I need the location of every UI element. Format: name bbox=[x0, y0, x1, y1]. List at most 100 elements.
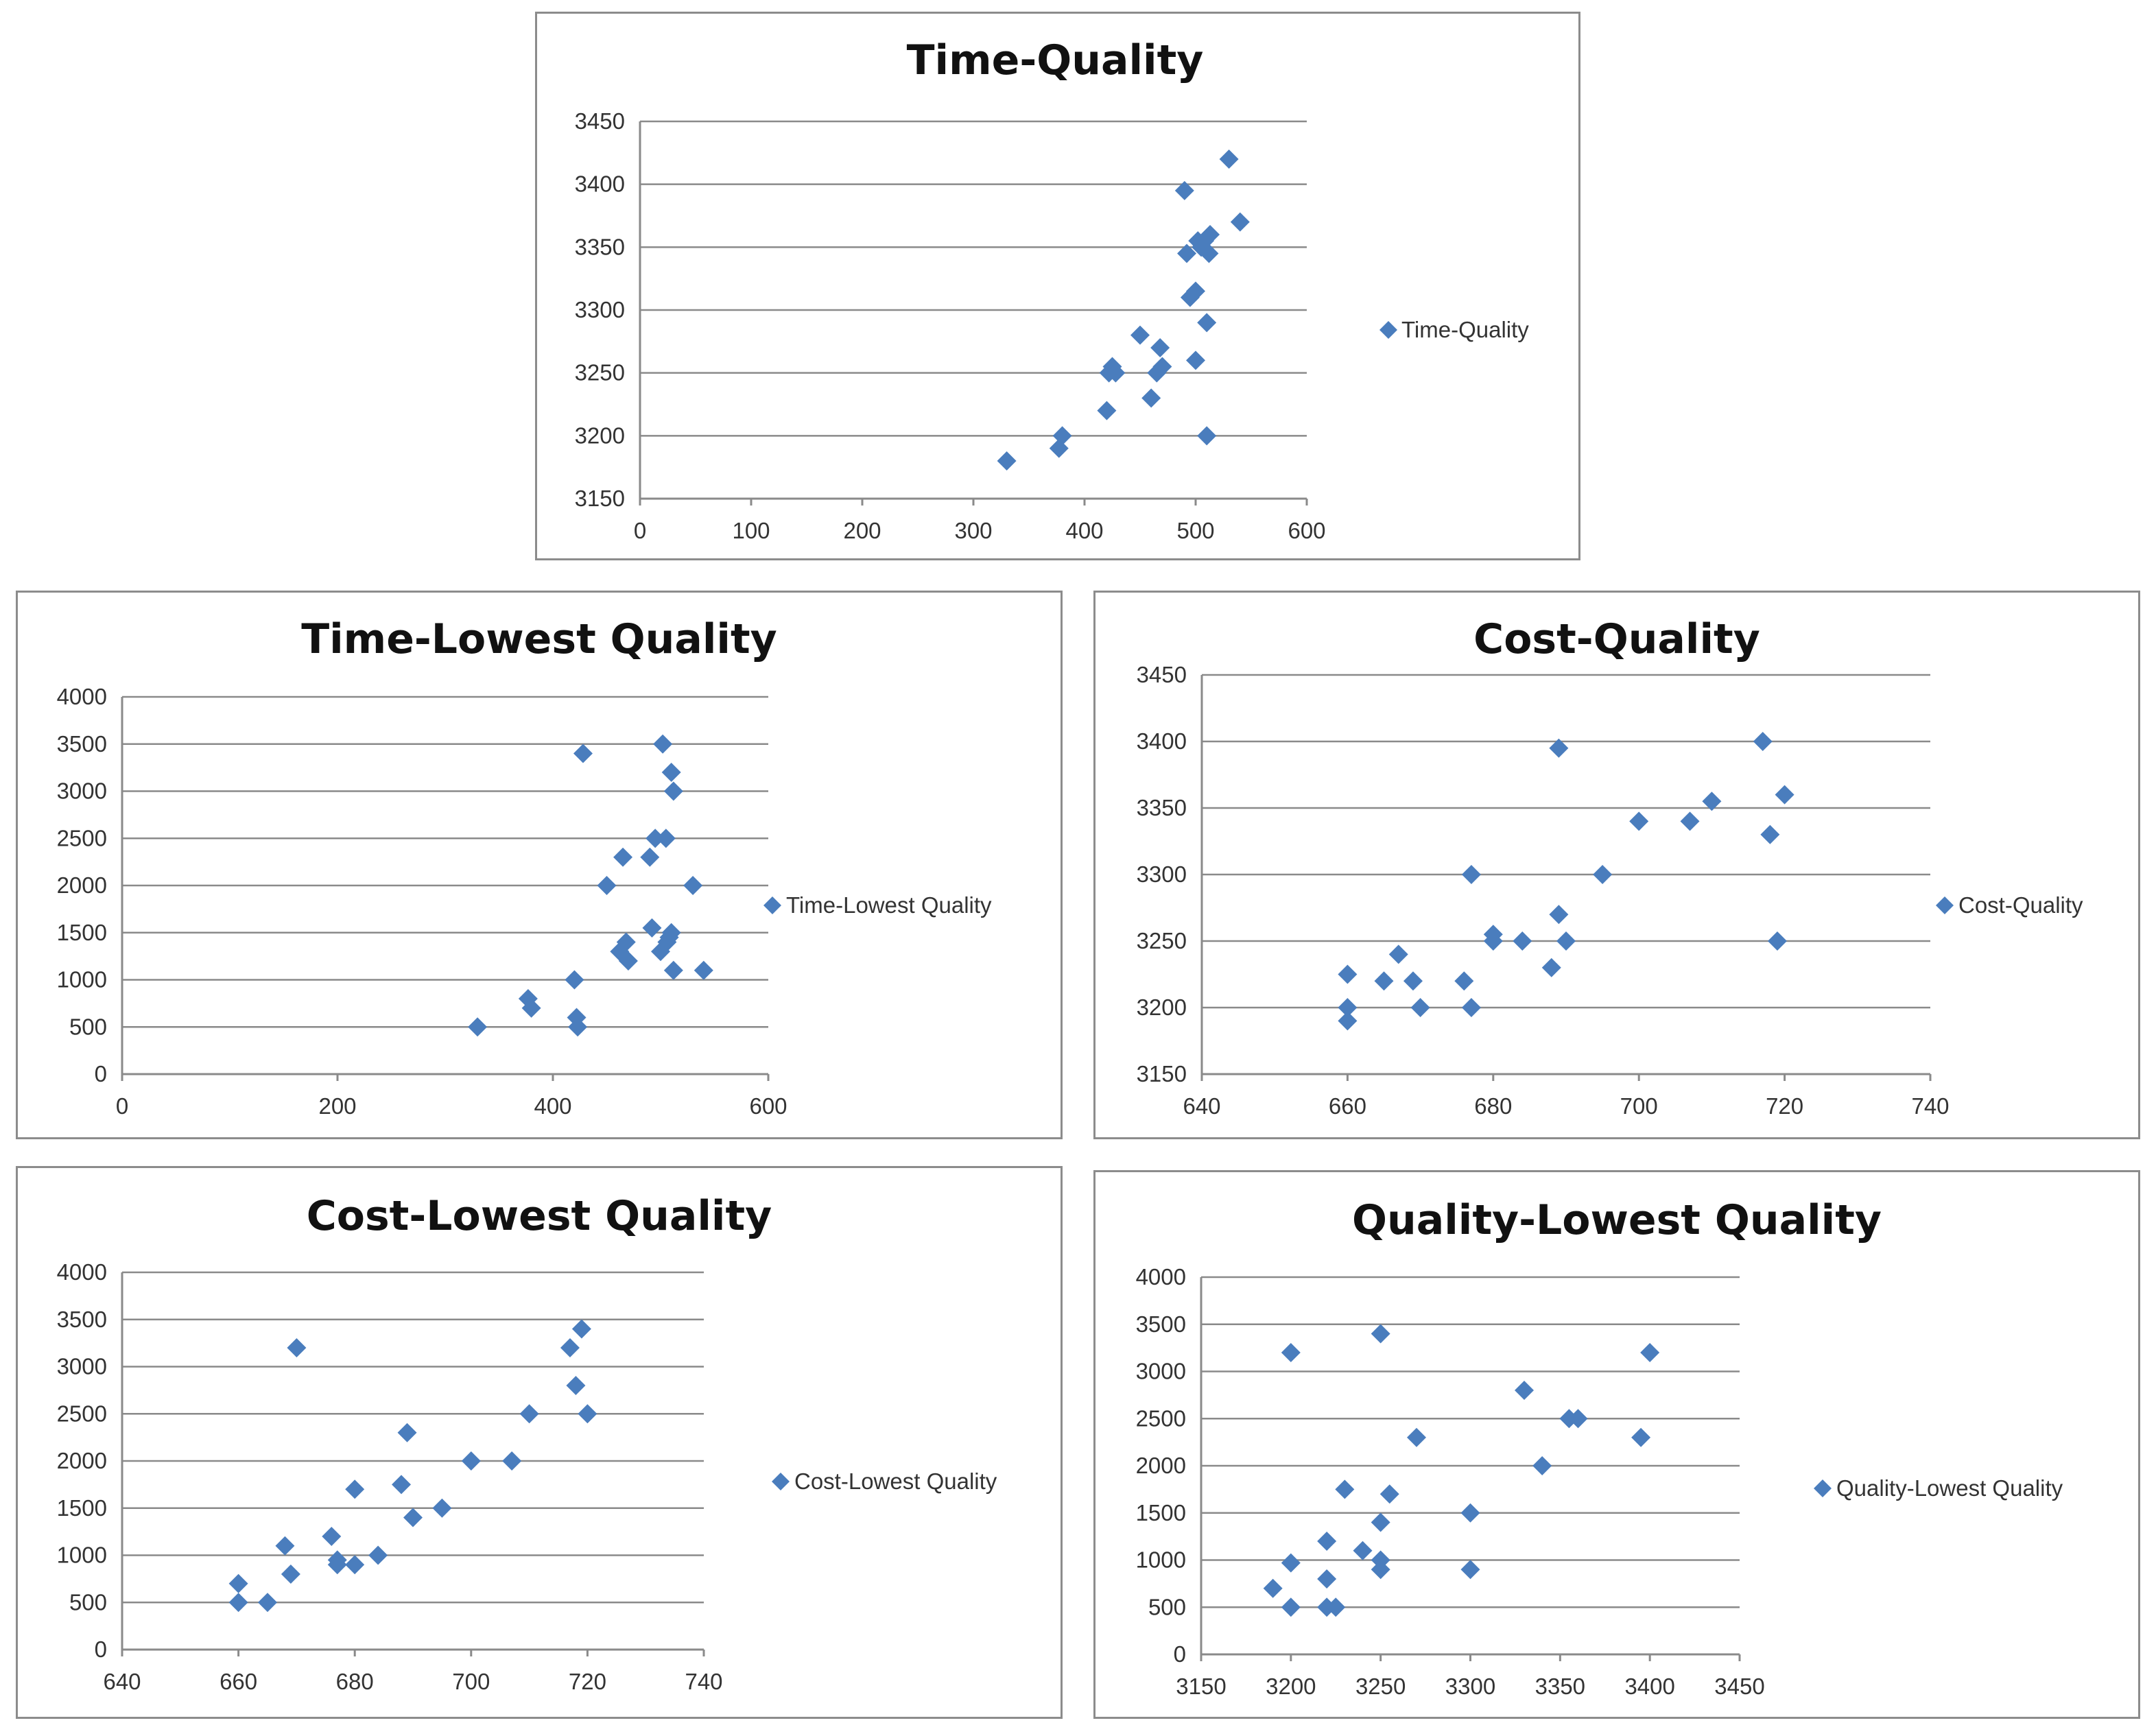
y-tick-label: 3000 bbox=[1136, 1359, 1186, 1384]
data-point bbox=[432, 1498, 452, 1518]
x-tick-label: 700 bbox=[452, 1669, 490, 1694]
y-tick-label: 1500 bbox=[1136, 1500, 1186, 1525]
chart-panel-cost-lowest-quality: Cost-Lowest Quality 0 500 1000 1500 2000 2500… bbox=[16, 1166, 1063, 1719]
data-point bbox=[1680, 811, 1700, 831]
x-tick-label: 0 bbox=[634, 518, 646, 543]
data-point bbox=[1407, 1427, 1426, 1447]
data-point bbox=[1388, 944, 1408, 964]
data-point bbox=[502, 1451, 522, 1471]
data-point bbox=[1461, 998, 1481, 1017]
data-point bbox=[287, 1338, 307, 1357]
y-tick-label: 3300 bbox=[1137, 861, 1187, 887]
y-tick-label: 3400 bbox=[1137, 728, 1187, 754]
data-point bbox=[368, 1545, 388, 1565]
data-point bbox=[1141, 388, 1161, 408]
y-tick-label: 2500 bbox=[1136, 1405, 1186, 1431]
data-point bbox=[322, 1527, 342, 1546]
data-point bbox=[566, 1376, 586, 1395]
chart-quality-lowest-quality: Quality-Lowest Quality 0 500 1000 1500 2000 2… bbox=[1136, 1196, 2063, 1699]
data-point bbox=[1515, 1381, 1534, 1400]
data-point bbox=[1230, 212, 1250, 232]
data-point bbox=[1760, 824, 1780, 844]
chart-title: Cost-Quality bbox=[1473, 615, 1760, 663]
data-point bbox=[1379, 1484, 1399, 1504]
legend-label: Time-Quality bbox=[1401, 317, 1529, 342]
y-tick-label: 500 bbox=[69, 1589, 107, 1615]
data-point bbox=[1197, 426, 1217, 446]
y-tick-label: 3200 bbox=[575, 423, 625, 448]
data-point bbox=[345, 1479, 365, 1499]
data-point bbox=[1219, 150, 1239, 169]
y-tick-label: 3450 bbox=[575, 108, 625, 134]
x-tick-label: 3350 bbox=[1535, 1674, 1585, 1699]
y-tick-label: 3150 bbox=[1137, 1061, 1187, 1086]
data-point bbox=[281, 1565, 300, 1584]
data-point bbox=[1410, 998, 1430, 1017]
y-tick-label: 2500 bbox=[57, 825, 107, 851]
data-point bbox=[1106, 363, 1126, 383]
x-tick-label: 200 bbox=[843, 518, 881, 543]
chart-title: Cost-Lowest Quality bbox=[307, 1192, 772, 1240]
plot-area: 0 500 1000 1500 2000 2500 3000 3500 4000 640 660 68… bbox=[57, 1259, 723, 1694]
data-point bbox=[1753, 732, 1773, 751]
data-point bbox=[521, 998, 541, 1018]
x-tick-label: 680 bbox=[1474, 1093, 1512, 1119]
data-point bbox=[1371, 1324, 1390, 1344]
chart-cost-quality: Cost-Quality 3150 3200 3250 3300 3350 3400 345… bbox=[1137, 615, 2083, 1119]
y-tick-label: 1000 bbox=[57, 967, 107, 992]
chart-time-lowest-quality: Time-Lowest Quality 05001000150020002500… bbox=[57, 615, 992, 1119]
chart-title: Quality-Lowest Quality bbox=[1352, 1196, 1882, 1244]
y-tick-label: 3350 bbox=[575, 234, 625, 259]
x-tick-label: 500 bbox=[1176, 518, 1214, 543]
data-point bbox=[1281, 1553, 1301, 1573]
x-tick-label: 3400 bbox=[1624, 1674, 1674, 1699]
data-point bbox=[1197, 313, 1217, 333]
y-tick-label: 3400 bbox=[575, 171, 625, 197]
chart-panel-time-lowest-quality: Time-Lowest Quality 0 500 1000 1500 2000 2500… bbox=[16, 591, 1063, 1139]
y-tick-label: 2000 bbox=[1136, 1453, 1186, 1478]
data-point bbox=[1152, 357, 1172, 377]
data-point bbox=[663, 781, 683, 801]
data-point bbox=[1568, 1409, 1588, 1429]
plot-area: 3150 3200 3250 3300 3350 3400 3450 0 100 200 300 40… bbox=[575, 108, 1326, 543]
y-tick-label: 0 bbox=[95, 1637, 107, 1662]
legend-marker bbox=[1379, 321, 1397, 339]
x-tick-label: 680 bbox=[336, 1669, 374, 1694]
data-point bbox=[1338, 964, 1358, 984]
chart-title: Time-Lowest Quality bbox=[301, 615, 777, 663]
x-tick-label: 640 bbox=[103, 1669, 141, 1694]
data-point bbox=[1549, 905, 1569, 925]
data-point bbox=[1186, 350, 1205, 370]
plot-area: 0 500 1000 1500 2000 2500 3000 3500 4000 3150 3200… bbox=[1136, 1264, 1765, 1699]
data-point bbox=[275, 1536, 295, 1556]
data-point bbox=[1775, 785, 1794, 805]
y-tick-label: 3450 bbox=[1137, 662, 1187, 687]
legend: Quality-Lowest Quality bbox=[1814, 1475, 2063, 1501]
x-tick-label: 700 bbox=[1620, 1093, 1658, 1119]
y-tick-label: 500 bbox=[1148, 1594, 1186, 1619]
legend-label: Quality-Lowest Quality bbox=[1836, 1475, 2063, 1501]
data-point bbox=[228, 1593, 248, 1613]
data-point bbox=[1150, 338, 1170, 357]
y-tick-label: 3300 bbox=[575, 297, 625, 322]
data-point bbox=[1130, 325, 1150, 345]
data-point bbox=[653, 734, 673, 754]
x-tick-label: 740 bbox=[685, 1669, 722, 1694]
data-point bbox=[597, 876, 617, 895]
chart-panel-time-quality: Time-Quality 3150 3200 3250 3300 3350 3400 345… bbox=[535, 12, 1580, 560]
chart-panel-quality-lowest-quality: Quality-Lowest Quality 0 500 1000 1500 2000 2… bbox=[1093, 1170, 2140, 1719]
data-point bbox=[997, 451, 1017, 471]
legend-marker bbox=[763, 896, 781, 914]
y-tick-label: 1500 bbox=[57, 920, 107, 945]
y-tick-label: 2500 bbox=[57, 1401, 107, 1426]
x-tick-label: 100 bbox=[732, 518, 770, 543]
data-point bbox=[1629, 811, 1649, 831]
x-tick-label: 200 bbox=[318, 1093, 356, 1119]
data-point bbox=[1317, 1569, 1337, 1589]
data-point bbox=[1454, 971, 1474, 991]
x-tick-label: 660 bbox=[220, 1669, 257, 1694]
legend-label: Cost-Lowest Quality bbox=[794, 1469, 997, 1494]
x-tick-label: 600 bbox=[749, 1093, 787, 1119]
data-point bbox=[1199, 243, 1219, 263]
x-tick-label: 740 bbox=[1911, 1093, 1949, 1119]
